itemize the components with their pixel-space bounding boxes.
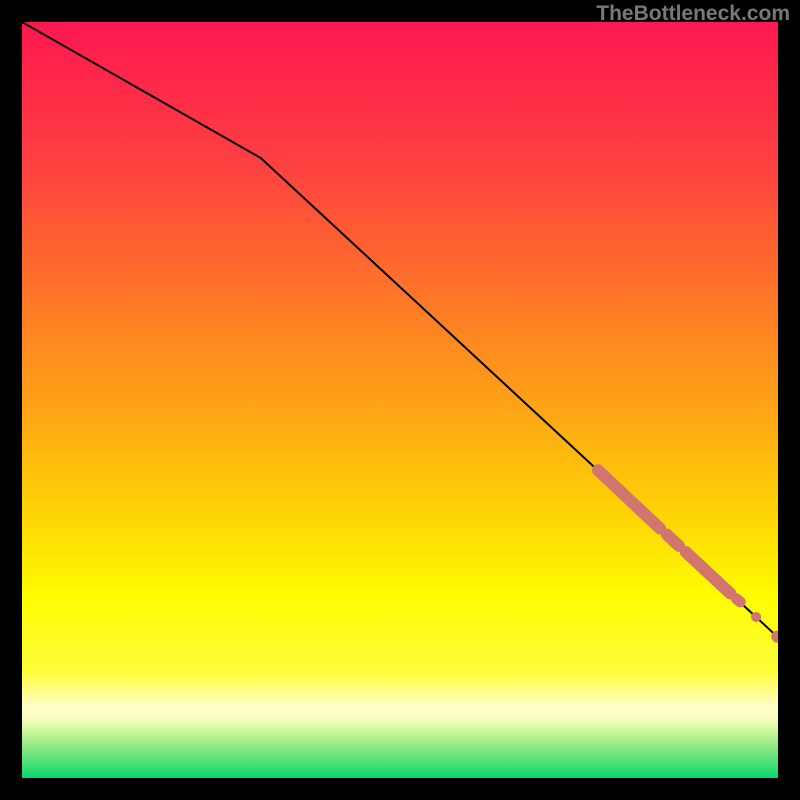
chart-plot-area xyxy=(22,22,778,778)
bottleneck-chart: TheBottleneck.com xyxy=(0,0,800,800)
chart-background-gradient xyxy=(22,22,778,778)
watermark-text: TheBottleneck.com xyxy=(596,2,790,26)
